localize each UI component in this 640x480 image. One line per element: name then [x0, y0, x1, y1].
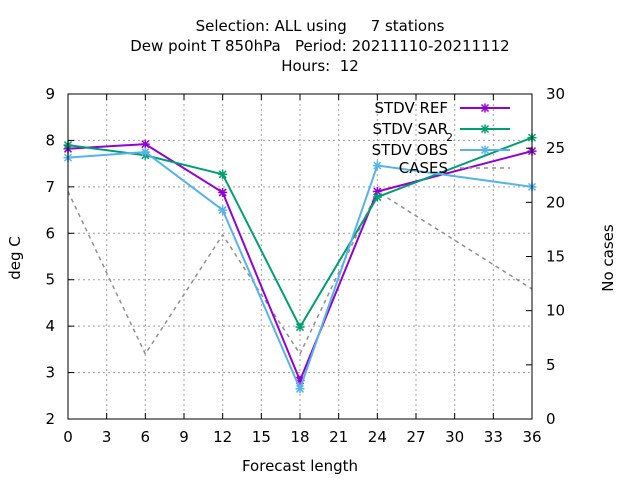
y-tick-label: 7	[45, 178, 55, 196]
legend-label-stdv-sar: STDV SAR	[373, 120, 448, 138]
legend-marker-stdv-ref	[480, 103, 490, 113]
legend-marker-stdv-obs	[480, 145, 490, 155]
x-tick-label: 12	[213, 428, 232, 446]
x-axis-label: Forecast length	[242, 457, 358, 475]
y-tick-label: 2	[45, 410, 55, 428]
x-tick-label: 24	[368, 428, 387, 446]
data-point-stdv-obs	[218, 205, 228, 215]
series-line-stdv-ref	[67, 143, 533, 384]
y2-tick-label: 10	[546, 302, 565, 320]
legend-marker-stdv-sar	[480, 124, 490, 134]
data-point-stdv-obs	[295, 384, 305, 394]
data-point-stdv-sar	[372, 192, 382, 202]
chart-title-line-3: Hours: 12	[281, 57, 359, 75]
legend-label-stdv-ref: STDV REF	[374, 99, 448, 117]
legend-label-stdv-obs: STDV OBS	[372, 141, 448, 159]
y2-tick-label: 15	[546, 248, 565, 266]
x-tick-label: 30	[445, 428, 464, 446]
y2-tick-label: 20	[546, 193, 565, 211]
y-tick-label: 9	[45, 85, 55, 103]
series-line-stdv-sar	[67, 136, 533, 330]
data-point-stdv-sar	[218, 169, 228, 179]
x-tick-label: 3	[102, 428, 112, 446]
data-point-stdv-ref	[140, 139, 150, 149]
x-tick-label: 9	[179, 428, 189, 446]
series-layer	[63, 133, 537, 394]
y2-tick-label: 30	[546, 85, 565, 103]
data-point-stdv-obs	[372, 161, 382, 170]
y2-tick-label: 0	[546, 410, 556, 428]
data-point-stdv-sar	[295, 322, 305, 332]
y2-axis-label: No cases	[599, 224, 617, 292]
x-tick-label: 36	[522, 428, 541, 446]
y-tick-label: 8	[45, 131, 55, 149]
x-tick-label: 15	[252, 428, 271, 446]
y2-tick-label: 25	[546, 139, 565, 157]
series-line-stdv-obs	[67, 151, 533, 392]
ticks: 0 3 6 9 12 15 18 21 24 27 30 33 36234567890510152025…	[45, 85, 565, 446]
y-tick-label: 5	[45, 271, 55, 289]
y2-tick-label: 5	[546, 356, 556, 374]
legend-label-cases: CASES	[399, 159, 448, 177]
data-point-stdv-ref	[218, 187, 228, 197]
chart-title-line-2: Dew point T 850hPa Period: 20211110-2021…	[130, 37, 510, 55]
y-tick-label: 3	[45, 364, 55, 382]
legend-subscript-stdv-sar: 2	[446, 131, 453, 144]
x-tick-label: 21	[329, 428, 348, 446]
y-tick-label: 6	[45, 224, 55, 242]
y-tick-label: 4	[45, 317, 55, 335]
y-axis-label: deg C	[6, 236, 24, 280]
x-tick-label: 18	[290, 428, 309, 446]
x-tick-label: 27	[406, 428, 425, 446]
x-tick-label: 0	[63, 428, 73, 446]
data-point-stdv-obs	[140, 147, 150, 157]
series-line-cases	[67, 190, 533, 356]
x-tick-label: 33	[484, 428, 503, 446]
x-tick-label: 6	[141, 428, 151, 446]
chart-title-line-1: Selection: ALL using 7 stations	[195, 17, 445, 35]
grid	[68, 94, 532, 419]
